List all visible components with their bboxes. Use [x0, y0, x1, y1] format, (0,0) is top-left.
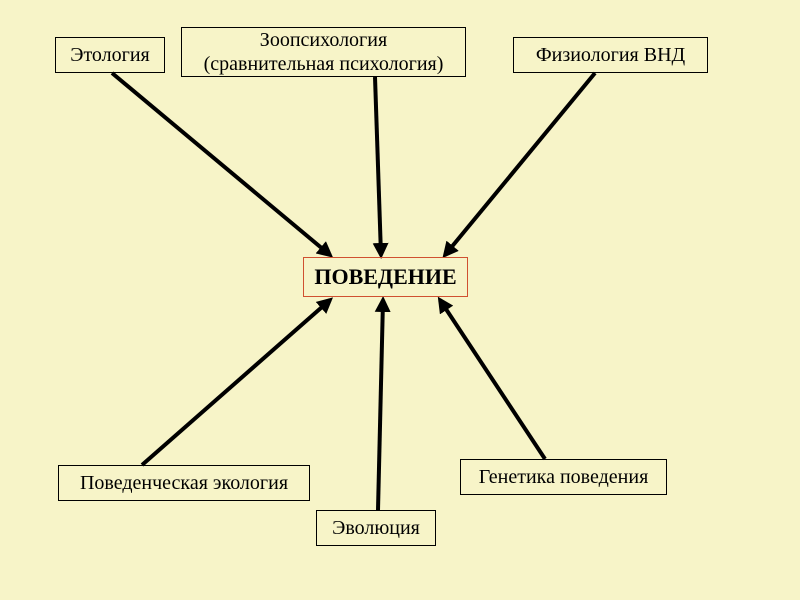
node-genetics: Генетика поведения [460, 459, 667, 495]
node-zoopsych: Зоопсихология (сравнительная психология) [181, 27, 466, 77]
node-evolution: Эволюция [316, 510, 436, 546]
edge-zoopsych-to-center [375, 77, 381, 255]
edge-genetics-to-center [440, 300, 545, 459]
diagram-canvas: Этология Зоопсихология (сравнительная пси… [0, 0, 800, 600]
node-ethology: Этология [55, 37, 165, 73]
edge-behav_eco-to-center [142, 300, 330, 465]
node-physiology: Физиология ВНД [513, 37, 708, 73]
node-center: ПОВЕДЕНИЕ [303, 257, 468, 297]
node-behav_eco: Поведенческая экология [58, 465, 310, 501]
edge-physiology-to-center [445, 73, 595, 255]
edge-ethology-to-center [112, 73, 330, 255]
edge-evolution-to-center [378, 300, 383, 510]
